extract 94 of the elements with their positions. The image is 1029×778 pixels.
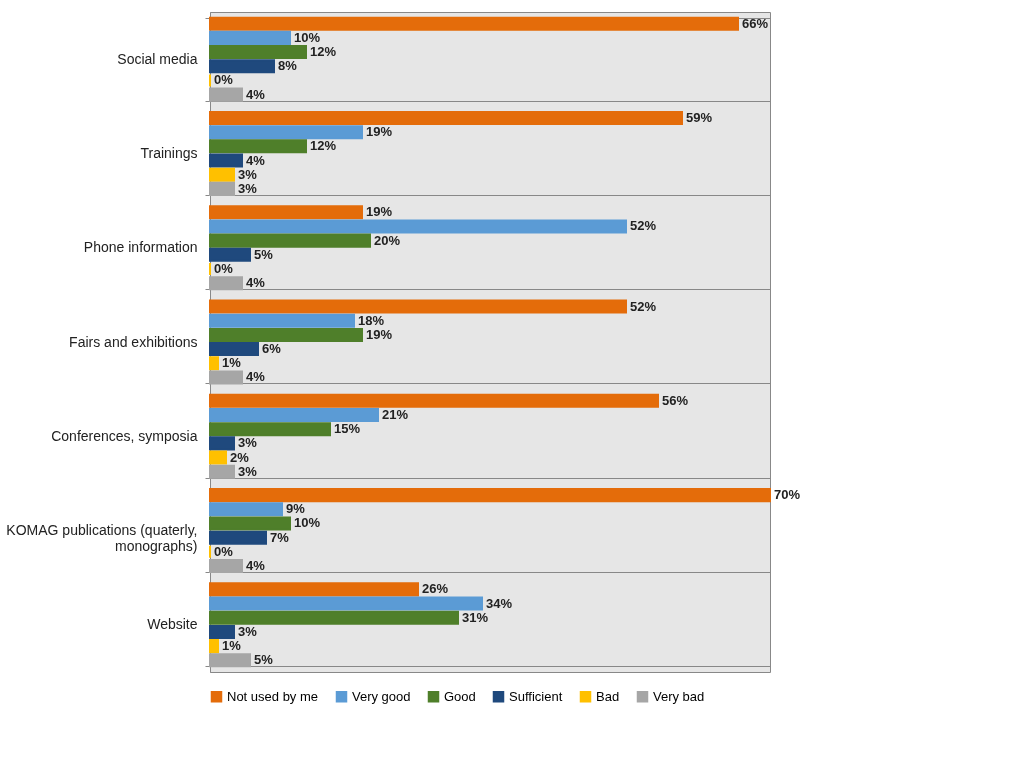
data-label: 2%	[230, 449, 250, 465]
data-label: 4%	[246, 275, 266, 291]
data-label: 56%	[662, 392, 689, 408]
data-label: 19%	[366, 326, 393, 342]
bar	[209, 559, 243, 574]
data-label: 0%	[214, 543, 234, 559]
data-label: 5%	[254, 652, 274, 668]
data-label: 12%	[310, 44, 337, 60]
data-label: 6%	[262, 341, 282, 357]
bar	[209, 276, 243, 291]
bar	[209, 327, 363, 342]
data-label: 31%	[462, 609, 489, 625]
data-label: 1%	[222, 355, 242, 371]
bar	[209, 450, 227, 465]
data-label: 3%	[238, 435, 258, 451]
bar	[209, 247, 251, 262]
y-tick-label: Fairs and exhibitions	[69, 333, 198, 350]
data-label: 9%	[286, 501, 306, 517]
bar	[209, 342, 259, 357]
y-tick-label: Social media	[117, 50, 198, 67]
bar	[209, 125, 363, 140]
bar	[209, 464, 235, 479]
data-label: 3%	[238, 463, 258, 479]
bar	[209, 110, 683, 125]
data-label: 18%	[358, 312, 385, 328]
data-label: 52%	[630, 218, 657, 234]
data-label: 5%	[254, 246, 274, 262]
legend-label: Sufficient	[509, 688, 563, 704]
bar	[209, 370, 243, 385]
data-label: 12%	[310, 138, 337, 154]
bar	[209, 153, 243, 168]
bar	[209, 422, 331, 437]
data-label: 3%	[238, 166, 258, 182]
data-label: 66%	[742, 15, 769, 31]
bar	[209, 59, 275, 74]
y-tick-label: Website	[147, 616, 198, 633]
data-label: 3%	[238, 180, 258, 196]
bar	[209, 582, 419, 597]
data-label: 7%	[270, 529, 290, 545]
legend-label: Very bad	[653, 688, 705, 704]
y-tick-label: Trainings	[140, 144, 198, 161]
bar	[209, 139, 307, 154]
bar	[209, 502, 283, 517]
y-tick-label: KOMAG publications (quaterly, monographs)	[6, 522, 198, 555]
bar	[209, 653, 251, 668]
bar	[209, 16, 739, 31]
data-label: 4%	[246, 86, 266, 102]
bar	[209, 639, 219, 654]
bar	[209, 610, 459, 625]
data-label: 3%	[238, 623, 258, 639]
data-label: 4%	[246, 369, 266, 385]
y-tick-label: Conferences, symposia	[51, 427, 198, 444]
data-label: 10%	[294, 515, 321, 531]
bar	[209, 299, 627, 314]
data-label: 8%	[278, 58, 298, 74]
data-label: 52%	[630, 298, 657, 314]
data-label: 4%	[246, 558, 266, 574]
data-label: 0%	[214, 260, 234, 276]
legend-label: Good	[444, 688, 476, 704]
data-label: 34%	[486, 595, 513, 611]
bar	[209, 205, 363, 220]
data-label: 59%	[686, 109, 713, 125]
data-label: 19%	[366, 204, 393, 220]
bar	[209, 596, 483, 611]
y-tick-label: Phone information	[83, 239, 198, 256]
bar	[209, 356, 219, 371]
data-label: 15%	[334, 421, 361, 437]
bar	[209, 313, 355, 328]
data-label: 21%	[382, 407, 409, 423]
data-label: 10%	[294, 29, 321, 45]
legend-label: Bad	[596, 688, 620, 704]
bar	[209, 30, 291, 45]
bar	[209, 624, 235, 639]
data-label: 20%	[374, 232, 401, 248]
bar	[209, 181, 235, 196]
data-label: 4%	[246, 152, 266, 168]
bar	[209, 45, 307, 60]
bar	[209, 233, 371, 248]
bar	[209, 219, 627, 234]
bar	[209, 393, 659, 408]
legend-label: Not used by me	[227, 688, 319, 704]
bar	[209, 436, 235, 451]
data-label: 1%	[222, 638, 242, 654]
data-label: 70%	[774, 487, 801, 503]
bar	[209, 530, 267, 545]
bar	[209, 407, 379, 423]
legend-label: Very good	[352, 688, 411, 704]
data-label: 0%	[214, 72, 234, 88]
bar	[209, 167, 235, 182]
bar	[209, 516, 291, 531]
bar	[209, 87, 243, 102]
data-label: 26%	[422, 581, 449, 597]
bar	[209, 488, 771, 503]
data-label: 19%	[366, 124, 393, 140]
